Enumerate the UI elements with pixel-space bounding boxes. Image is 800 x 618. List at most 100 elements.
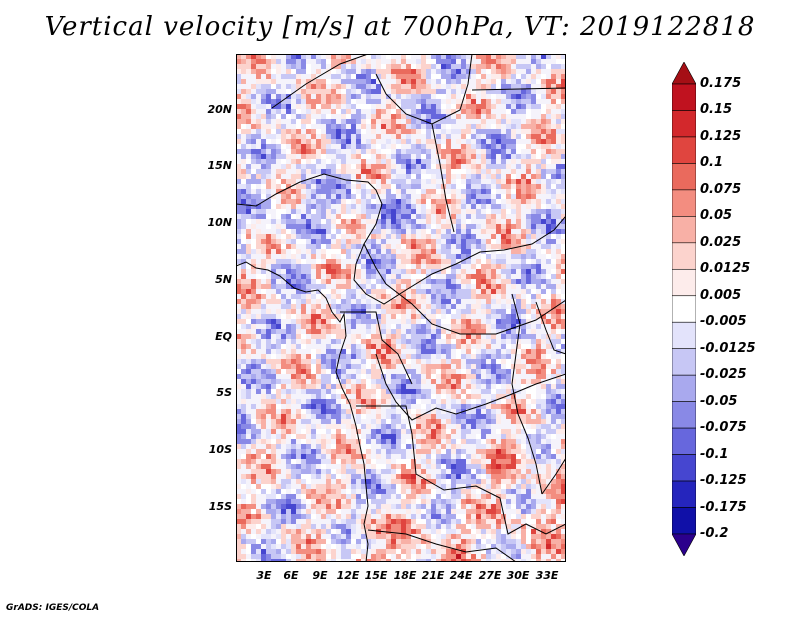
velocity-cell xyxy=(381,279,386,284)
velocity-cell xyxy=(301,144,306,149)
velocity-cell xyxy=(411,109,416,114)
velocity-cell xyxy=(361,489,366,494)
velocity-cell xyxy=(471,289,476,294)
velocity-cell xyxy=(406,499,411,504)
velocity-cell xyxy=(521,239,526,244)
velocity-cell xyxy=(476,124,481,129)
velocity-cell xyxy=(521,324,526,329)
velocity-cell xyxy=(261,239,266,244)
velocity-cell xyxy=(296,234,301,239)
velocity-cell xyxy=(251,349,256,354)
velocity-cell xyxy=(411,409,416,414)
velocity-cell xyxy=(381,149,386,154)
velocity-cell xyxy=(396,129,401,134)
velocity-cell xyxy=(391,59,396,64)
velocity-cell xyxy=(411,394,416,399)
velocity-cell xyxy=(461,254,466,259)
velocity-cell xyxy=(241,404,246,409)
velocity-cell xyxy=(456,79,461,84)
velocity-cell xyxy=(266,199,271,204)
velocity-cell xyxy=(316,109,321,114)
velocity-cell xyxy=(266,489,271,494)
velocity-cell xyxy=(286,139,291,144)
velocity-cell xyxy=(546,484,551,489)
velocity-cell xyxy=(526,509,531,514)
velocity-cell xyxy=(416,119,421,124)
velocity-cell xyxy=(286,469,291,474)
velocity-cell xyxy=(541,479,546,484)
velocity-cell xyxy=(496,459,501,464)
velocity-cell xyxy=(426,519,431,524)
velocity-cell xyxy=(431,109,436,114)
velocity-cell xyxy=(416,249,421,254)
velocity-cell xyxy=(551,194,556,199)
velocity-cell xyxy=(356,119,361,124)
velocity-cell xyxy=(431,494,436,499)
velocity-cell xyxy=(506,59,511,64)
velocity-cell xyxy=(456,314,461,319)
velocity-cell xyxy=(521,474,526,479)
velocity-cell xyxy=(246,234,251,239)
velocity-cell xyxy=(311,214,316,219)
velocity-cell xyxy=(256,264,261,269)
velocity-cell xyxy=(516,149,521,154)
velocity-cell xyxy=(236,129,241,134)
velocity-cell xyxy=(276,169,281,174)
velocity-cell xyxy=(251,194,256,199)
velocity-cell xyxy=(381,479,386,484)
velocity-cell xyxy=(306,229,311,234)
velocity-cell xyxy=(496,184,501,189)
velocity-cell xyxy=(501,479,506,484)
velocity-cell xyxy=(511,459,516,464)
velocity-cell xyxy=(331,169,336,174)
velocity-cell xyxy=(326,384,331,389)
velocity-cell xyxy=(476,154,481,159)
velocity-cell xyxy=(441,449,446,454)
velocity-cell xyxy=(236,459,241,464)
velocity-cell xyxy=(271,194,276,199)
velocity-cell xyxy=(436,104,441,109)
velocity-cell xyxy=(551,449,556,454)
velocity-cell xyxy=(556,219,561,224)
velocity-cell xyxy=(421,324,426,329)
velocity-cell xyxy=(316,129,321,134)
velocity-cell xyxy=(301,254,306,259)
velocity-cell xyxy=(461,354,466,359)
velocity-cell xyxy=(561,309,566,314)
velocity-cell xyxy=(361,59,366,64)
velocity-cell xyxy=(251,439,256,444)
velocity-cell xyxy=(371,384,376,389)
velocity-cell xyxy=(441,164,446,169)
velocity-cell xyxy=(401,414,406,419)
velocity-cell xyxy=(406,524,411,529)
velocity-cell xyxy=(441,394,446,399)
velocity-cell xyxy=(431,229,436,234)
velocity-cell xyxy=(326,149,331,154)
velocity-cell xyxy=(481,434,486,439)
velocity-cell xyxy=(546,384,551,389)
velocity-cell xyxy=(286,364,291,369)
velocity-cell xyxy=(296,359,301,364)
velocity-cell xyxy=(516,94,521,99)
velocity-cell xyxy=(496,524,501,529)
velocity-cell xyxy=(406,99,411,104)
velocity-cell xyxy=(496,59,501,64)
velocity-cell xyxy=(241,94,246,99)
velocity-cell xyxy=(291,389,296,394)
velocity-cell xyxy=(526,239,531,244)
velocity-cell xyxy=(396,174,401,179)
velocity-cell xyxy=(536,524,541,529)
velocity-cell xyxy=(451,164,456,169)
velocity-cell xyxy=(341,194,346,199)
velocity-cell xyxy=(436,204,441,209)
velocity-cell xyxy=(291,119,296,124)
velocity-cell xyxy=(506,99,511,104)
velocity-cell xyxy=(561,214,566,219)
velocity-cell xyxy=(466,279,471,284)
velocity-cell xyxy=(551,369,556,374)
velocity-cell xyxy=(251,149,256,154)
velocity-cell xyxy=(331,529,336,534)
velocity-cell xyxy=(366,489,371,494)
velocity-cell xyxy=(381,464,386,469)
velocity-cell xyxy=(426,449,431,454)
